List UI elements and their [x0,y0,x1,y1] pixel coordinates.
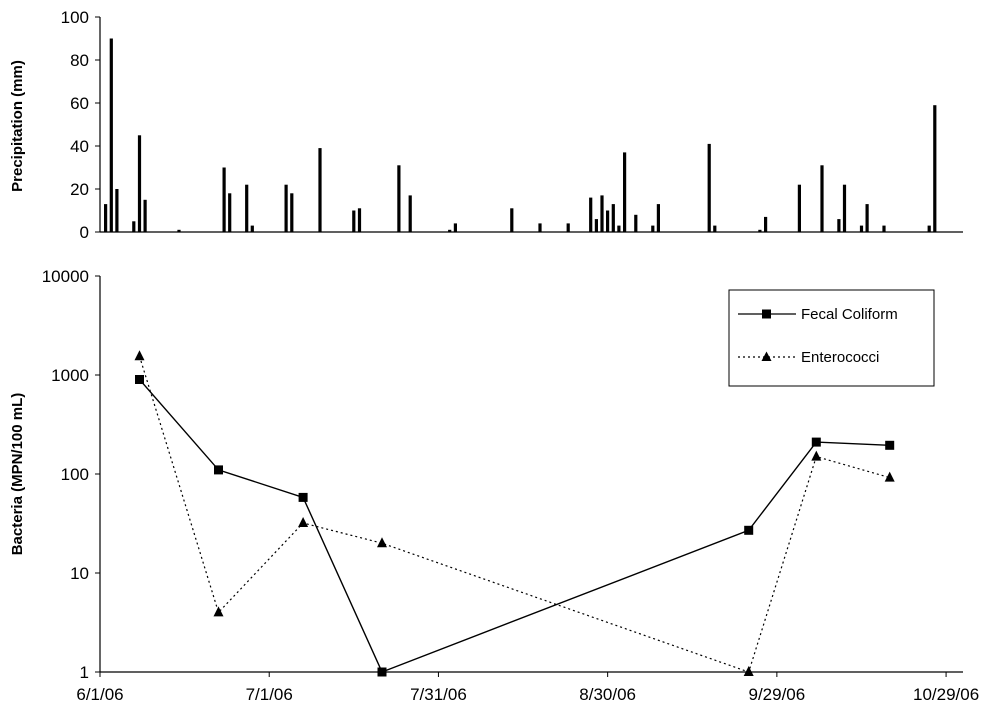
precipitation-chart: 0 20 40 60 80 100 Precipitation (mm) [9,8,963,242]
bacteria-x-tick-label: 8/30/06 [579,685,636,704]
precipitation-bar [842,184,847,232]
precipitation-bar [589,197,593,232]
precipitation-bar [656,204,660,232]
fecal-coliform-point [744,525,754,535]
fecal-coliform-point [298,492,308,502]
precipitation-bar [109,38,113,232]
enterococci-point [884,471,895,482]
precipitation-bar [713,225,717,232]
precipitation-bar [132,221,136,233]
precipitation-bar [865,204,869,232]
precipitation-bar [408,195,412,232]
legend-box [728,289,935,387]
bacteria-y-tick-label: 10000 [42,267,89,286]
precipitation-bar [290,193,294,232]
legend-marker-enterococci [761,351,772,361]
precipitation-bar [927,225,931,232]
precipitation-bar [707,143,711,232]
bacteria-chart: 1 10 100 1000 10000 6/1/06 7/1/06 7/31/06 8/30/… [9,267,979,704]
bacteria-x-tick-label: 7/31/06 [410,685,467,704]
enterococci-point [811,450,822,461]
bacteria-y-ticks: 1 10 100 1000 10000 [42,267,100,682]
enterococci-line [138,356,890,673]
bacteria-x-tick-label: 7/1/06 [246,685,293,704]
bacteria-y-tick-label: 1 [80,663,89,682]
precipitation-bar [594,219,598,232]
bacteria-x-tick-label: 10/29/06 [913,685,979,704]
enterococci-point [213,606,224,617]
precipitation-bar [859,225,864,232]
precipitation-y-tick-label: 80 [70,51,89,70]
precipitation-bar [448,229,452,232]
precipitation-bar [764,216,768,232]
precipitation-bar [617,225,621,232]
bacteria-y-tick-label: 100 [61,465,89,484]
precipitation-bar [222,167,226,232]
precipitation-bar [820,165,824,232]
legend-marker-fecal-coliform [762,309,771,319]
precipitation-y-tick-label: 0 [80,223,89,242]
bacteria-y-tick-label: 1000 [51,366,89,385]
precipitation-y-tick-label: 60 [70,94,89,113]
enterococci-point [298,517,309,527]
fecal-coliform-point [214,465,223,475]
precipitation-bar [566,223,570,232]
precipitation-bar [357,208,362,232]
precipitation-bar [651,225,655,232]
precipitation-bar [228,193,232,232]
precipitation-bar [284,184,288,232]
legend-label-fecal-coliform: Fecal Coliform [801,306,898,323]
precipitation-bar [797,184,801,232]
precipitation-bar [611,204,615,232]
precipitation-bar [510,208,514,232]
precipitation-bar [634,214,638,232]
precipitation-bar [115,189,119,232]
legend: Fecal Coliform Enterococci [728,289,935,387]
precipitation-y-tick-label: 100 [61,8,89,27]
precipitation-bar [453,223,457,232]
legend-label-enterococci: Enterococci [801,349,879,366]
precipitation-y-tick-label: 40 [70,137,89,156]
bacteria-series [134,350,895,677]
fecal-coliform-point [811,437,821,447]
precipitation-bar [137,135,142,233]
precipitation-bar [352,210,356,232]
precipitation-bar [933,105,937,232]
precipitation-y-tick-label: 20 [70,180,89,199]
bacteria-y-axis-title: Bacteria (MPN/100 mL) [9,393,26,556]
fecal-coliform-point [377,667,387,677]
precipitation-y-axis-title: Precipitation (mm) [9,60,26,192]
precipitation-bar [758,229,762,232]
precipitation-y-ticks: 0 20 40 60 80 100 [61,8,100,242]
precipitation-bar [538,223,542,232]
enterococci-point [134,350,145,361]
fecal-coliform-point [885,440,895,450]
enterococci-point [377,537,387,548]
precipitation-bar [882,225,886,232]
precipitation-bar [600,195,604,232]
precipitation-bar [104,204,108,232]
bacteria-x-ticks: 6/1/06 7/1/06 7/31/06 8/30/06 9/29/06 10/29/0… [76,672,979,704]
fecal-coliform-point [135,375,144,384]
fecal-coliform-line [138,379,890,673]
precipitation-bar [143,199,147,233]
bacteria-y-tick-label: 10 [70,564,89,583]
precipitation-bars [104,38,937,233]
enterococci-point [743,666,754,676]
bacteria-x-tick-label: 9/29/06 [748,685,805,704]
precipitation-bar [837,219,841,232]
precipitation-bar [397,165,401,232]
precipitation-bar [606,210,610,232]
precipitation-bar [318,148,322,232]
bacteria-x-tick-label: 6/1/06 [76,685,123,704]
precipitation-bar [250,225,254,232]
precipitation-bar [177,229,181,232]
precipitation-bar [245,184,249,232]
precipitation-bar [623,152,627,232]
